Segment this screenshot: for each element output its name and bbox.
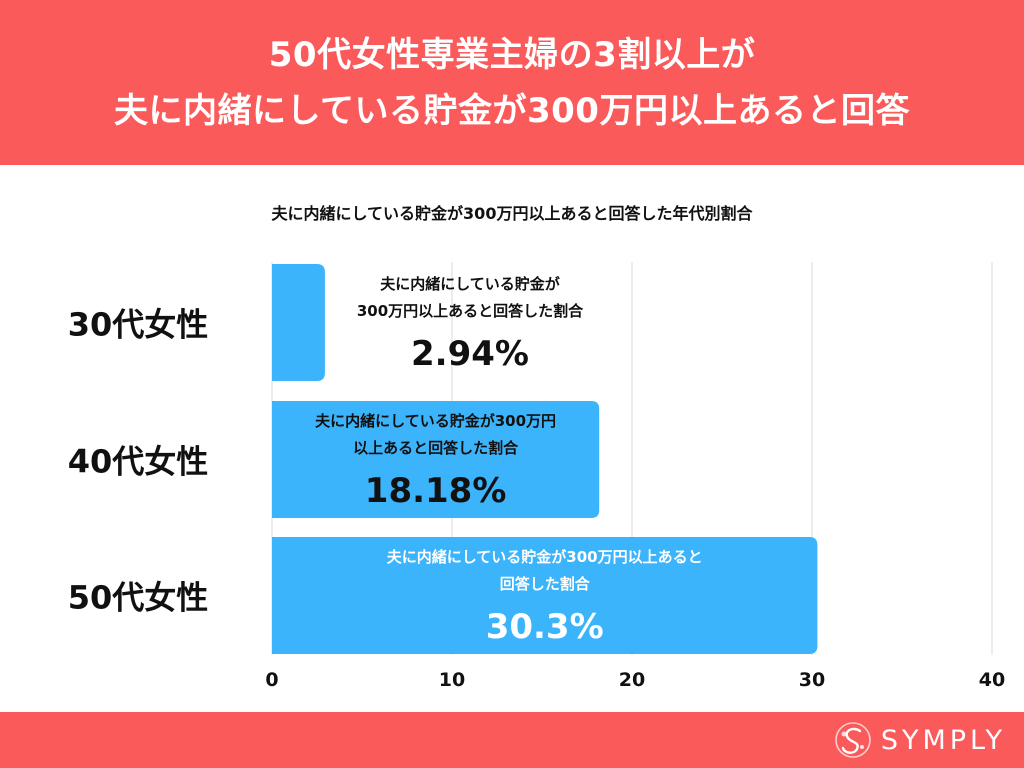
bar-value-label: 30.3% xyxy=(486,607,604,647)
bar-description-label: 夫に内緒にしている貯金が300万円以上あると xyxy=(387,548,703,566)
bar-description-label: 夫に内緒にしている貯金が xyxy=(380,275,561,293)
bar xyxy=(272,264,325,381)
header-banner: 50代女性専業主婦の3割以上が 夫に内緒にしている貯金が300万円以上あると回答 xyxy=(0,0,1024,165)
x-tick-label: 0 xyxy=(265,669,278,691)
x-tick-label: 30 xyxy=(799,669,825,691)
bar-chart: 0 10 20 30 4030代女性夫に内緒にしている貯金が300万円以上あると回答した… xyxy=(68,262,1005,691)
category-label: 30代女性 xyxy=(68,306,209,344)
bar xyxy=(272,537,818,654)
brand-logo: SYMPLY xyxy=(833,720,1006,760)
bar-value-label: 18.18% xyxy=(365,471,507,511)
bar-description-label: 夫に内緒にしている貯金が300万円 xyxy=(315,412,556,430)
headline-line-1: 50代女性専業主婦の3割以上が xyxy=(268,34,756,75)
headline-line-2: 夫に内緒にしている貯金が300万円以上あると回答 xyxy=(114,90,910,131)
x-tick-label: 20 xyxy=(619,669,645,691)
bar-description-label: 以上あると回答した割合 xyxy=(353,439,519,457)
bar-description-label: 300万円以上あると回答した割合 xyxy=(357,302,584,320)
brand-name: SYMPLY xyxy=(880,724,1006,756)
x-tick-label: 40 xyxy=(979,669,1005,691)
x-tick-label: 10 xyxy=(439,669,465,691)
bar-value-label: 2.94% xyxy=(411,334,529,374)
bar-description-label: 回答した割合 xyxy=(500,575,591,593)
chart-title: 夫に内緒にしている貯金が300万円以上あると回答した年代別割合 xyxy=(271,204,753,223)
category-label: 50代女性 xyxy=(68,579,209,617)
bar xyxy=(272,401,600,518)
footer-banner: SYMPLY xyxy=(0,712,1024,768)
logo-mark-icon xyxy=(835,722,871,758)
category-label: 40代女性 xyxy=(68,443,209,481)
